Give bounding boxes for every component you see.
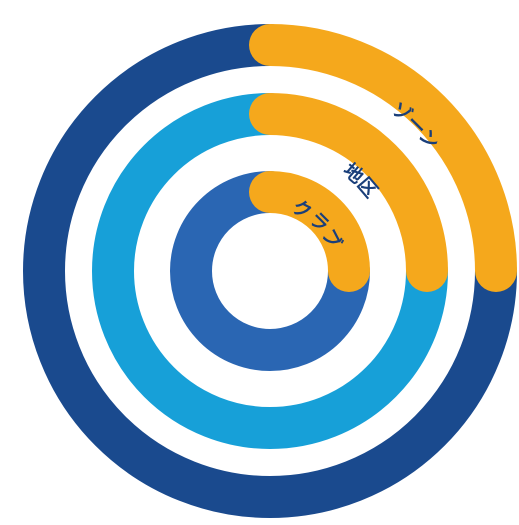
ring-outer: ゾーン [23,24,517,518]
ring-middle-segment-accent [249,93,448,292]
ring-outer-segment-accent [249,24,517,292]
ring-inner: クラブ [170,171,370,371]
ring-outer-segment-base [23,24,517,518]
ring-middle-segment-base [92,93,448,449]
ring-inner-segment-accent [249,171,370,292]
ring-inner-segment-base [170,171,370,371]
ring-middle: 地区 [92,93,448,449]
